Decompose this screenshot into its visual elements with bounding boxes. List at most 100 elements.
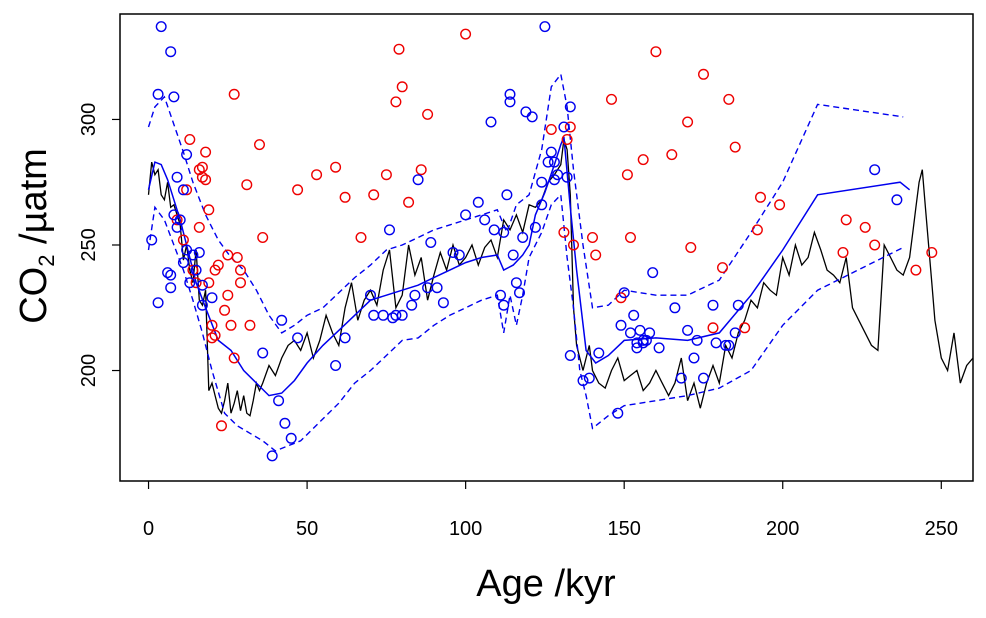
- red-data-point: [222, 249, 234, 261]
- blue-data-point: [615, 319, 627, 331]
- red-data-point: [910, 264, 922, 276]
- blue-data-point: [460, 209, 472, 221]
- blue-data-point: [682, 324, 694, 336]
- red-data-point: [739, 322, 751, 334]
- blue-data-point: [177, 184, 189, 196]
- red-data-point: [196, 171, 208, 183]
- blue-data-point: [431, 282, 443, 294]
- red-data-point: [190, 277, 202, 289]
- blue-data-point: [368, 309, 380, 321]
- y-tick-label: 300: [78, 103, 100, 136]
- blue-data-point: [653, 342, 665, 354]
- blue-data-point: [396, 309, 408, 321]
- x-tick-label: 100: [449, 518, 482, 540]
- red-data-point: [558, 226, 570, 238]
- blue-data-point: [276, 314, 288, 326]
- blue-data-point: [514, 287, 526, 299]
- x-tick-label: 50: [296, 518, 318, 540]
- red-data-point: [184, 133, 196, 145]
- red-data-point: [859, 221, 871, 233]
- red-data-point: [650, 46, 662, 58]
- red-data-point: [840, 214, 852, 226]
- red-data-point: [200, 146, 212, 158]
- red-data-point: [637, 154, 649, 166]
- blue-data-point: [561, 171, 573, 183]
- blue-data-point: [545, 146, 557, 158]
- blue-data-point: [384, 224, 396, 236]
- blue-data-point: [691, 334, 703, 346]
- red-data-point: [311, 169, 323, 181]
- red-data-point: [355, 231, 367, 243]
- blue-data-point: [644, 327, 656, 339]
- red-data-point: [368, 189, 380, 201]
- blue-data-point: [377, 309, 389, 321]
- red-data-point: [422, 108, 434, 120]
- red-data-point: [682, 116, 694, 128]
- red-data-point: [723, 93, 735, 105]
- plot-frame: [119, 13, 974, 482]
- red-data-point: [717, 262, 729, 274]
- red-data-point: [415, 164, 427, 176]
- blue-data-point: [177, 257, 189, 269]
- y-axis-title-main: CO: [13, 267, 55, 324]
- x-tick-label: 200: [766, 518, 799, 540]
- blue-data-point: [152, 297, 164, 309]
- blue-data-point: [406, 299, 418, 311]
- blue-data-point: [710, 337, 722, 349]
- y-axis-title-subscript: 2: [34, 255, 59, 267]
- blue-data-point: [542, 156, 554, 168]
- blue-data-point: [628, 309, 640, 321]
- series-line-3: [147, 72, 904, 334]
- x-axis-title: Age /kyr: [476, 563, 616, 605]
- red-data-point: [206, 319, 218, 331]
- blue-data-point: [526, 111, 538, 123]
- blue-data-point: [181, 149, 193, 161]
- blue-data-point: [187, 249, 199, 261]
- blue-data-point: [577, 375, 589, 387]
- blue-data-point: [171, 171, 183, 183]
- blue-data-point: [647, 267, 659, 279]
- blue-data-point: [688, 352, 700, 364]
- blue-data-point: [485, 116, 497, 128]
- red-data-point: [203, 204, 215, 216]
- blue-data-point: [453, 249, 465, 261]
- red-data-point: [206, 332, 218, 344]
- red-data-point: [625, 231, 637, 243]
- blue-data-point: [507, 249, 519, 261]
- blue-data-point: [529, 221, 541, 233]
- red-data-point: [837, 246, 849, 258]
- blue-data-point: [510, 277, 522, 289]
- blue-data-point: [168, 91, 180, 103]
- blue-data-point: [583, 372, 595, 384]
- red-data-point: [330, 161, 342, 173]
- red-data-point: [396, 81, 408, 93]
- red-data-point: [707, 322, 719, 334]
- blue-data-point: [206, 292, 218, 304]
- blue-data-point: [698, 372, 710, 384]
- x-tick-label: 250: [925, 518, 958, 540]
- blue-data-point: [437, 297, 449, 309]
- blue-data-point: [409, 289, 421, 301]
- blue-data-point: [723, 339, 735, 351]
- blue-data-point: [488, 224, 500, 236]
- red-data-point: [244, 319, 256, 331]
- red-data-point: [685, 241, 697, 253]
- series-line-2: [147, 136, 911, 397]
- red-data-point: [219, 304, 231, 316]
- blue-data-point: [720, 339, 732, 351]
- red-data-point: [234, 264, 246, 276]
- blue-data-point: [162, 267, 174, 279]
- blue-data-point: [339, 332, 351, 344]
- blue-data-point: [612, 407, 624, 419]
- red-data-point: [225, 319, 237, 331]
- y-tick-label: 250: [78, 228, 100, 261]
- blue-data-point: [498, 226, 510, 238]
- blue-data-point: [447, 246, 459, 258]
- blue-data-point: [891, 194, 903, 206]
- blue-data-point: [165, 46, 177, 58]
- blue-data-point: [564, 350, 576, 362]
- red-data-point: [606, 93, 618, 105]
- red-data-point: [460, 28, 472, 40]
- blue-data-point: [184, 277, 196, 289]
